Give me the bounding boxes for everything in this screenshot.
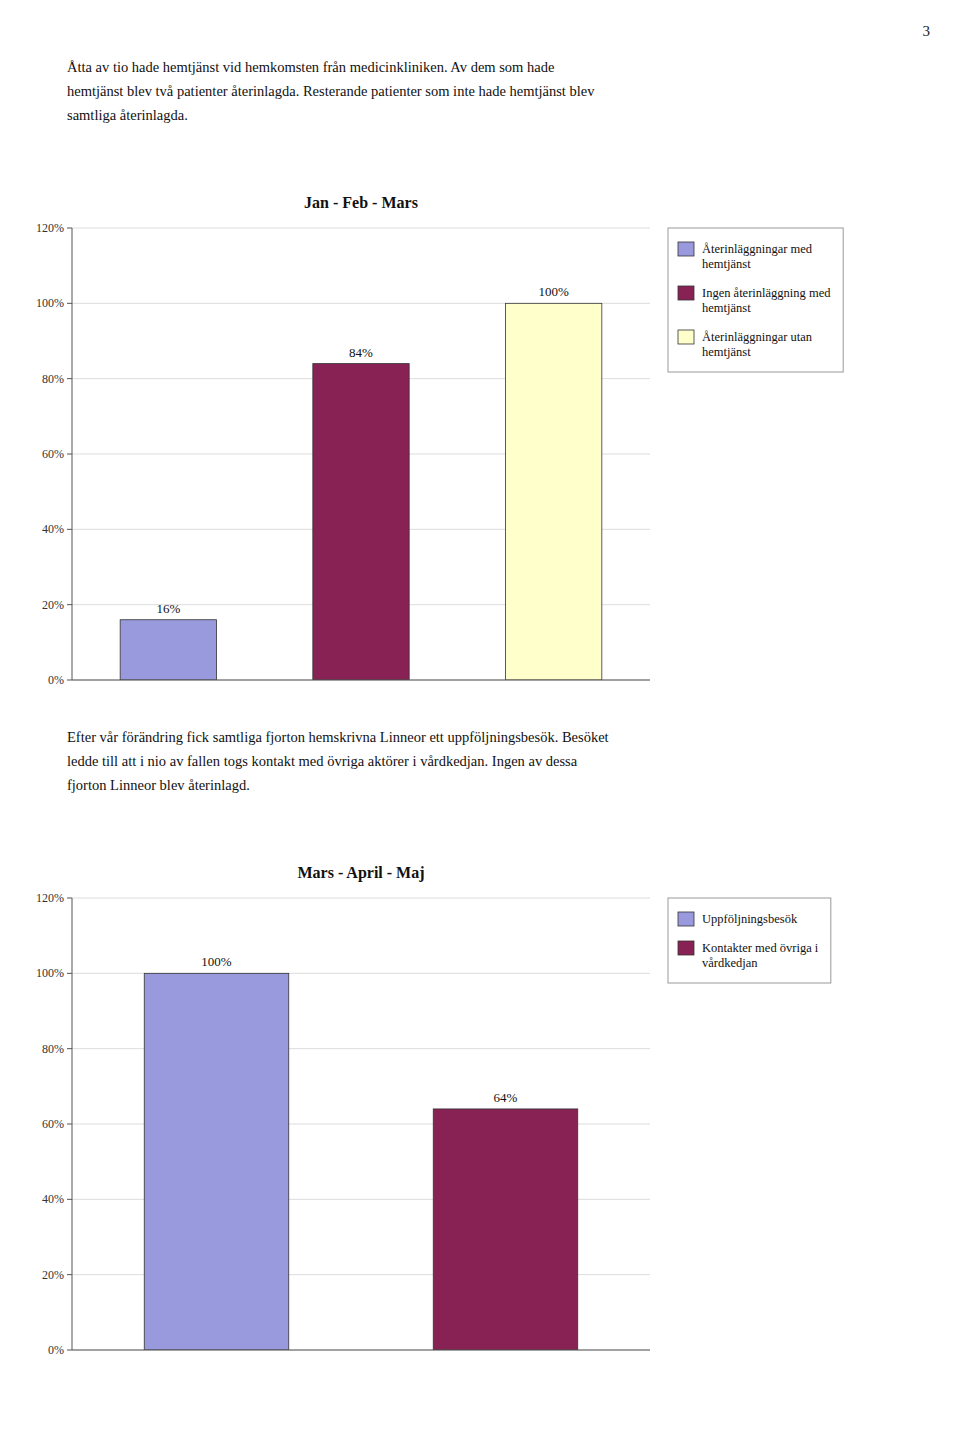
y-tick-label: 60%: [42, 447, 64, 461]
page: 3 Åtta av tio hade hemtjänst vid hemkomst…: [0, 0, 960, 1436]
legend-frame: [668, 898, 831, 983]
y-tick-label: 60%: [42, 1117, 64, 1131]
y-tick: [67, 1048, 72, 1049]
y-tick-label: 0%: [48, 1343, 64, 1357]
y-tick: [67, 454, 72, 455]
y-tick: [67, 1124, 72, 1125]
data-label: 100%: [538, 284, 569, 299]
legend-frame: [668, 228, 843, 372]
y-tick: [67, 1199, 72, 1200]
y-tick-label: 100%: [36, 296, 64, 310]
x-axis-line: [72, 1350, 650, 1351]
paragraph: Åtta av tio hade hemtjänst vid hemkomste…: [67, 59, 595, 123]
y-tick-label: 20%: [42, 598, 64, 612]
legend-swatch: [678, 330, 694, 344]
legend-swatch: [678, 912, 694, 926]
data-label: 16%: [156, 601, 180, 616]
legend: Uppföljningsbesök Kontakter med övriga iv…: [668, 898, 831, 983]
data-label: 64%: [494, 1090, 518, 1105]
bar: [120, 620, 216, 680]
bar: [313, 364, 409, 680]
page-number: 3: [923, 23, 931, 39]
legend-entry: Uppföljningsbesök: [702, 912, 798, 926]
y-axis-line: [72, 228, 73, 680]
paragraph: Efter vår förändring fick samtliga fjort…: [67, 729, 609, 793]
bar: [433, 1109, 578, 1350]
legend-entry: Kontakter med övriga ivårdkedjan: [702, 941, 819, 970]
bar: [144, 973, 289, 1350]
y-tick-label: 120%: [36, 221, 64, 235]
y-tick-label: 80%: [42, 372, 64, 386]
chart-title: Jan - Feb - Mars: [304, 194, 418, 211]
chart: Jan - Feb - Mars 0% 20% 40% 60% 80% 100% 120% 16…: [36, 194, 843, 687]
y-tick: [67, 303, 72, 304]
grid-line: [72, 898, 650, 899]
grid-line: [72, 228, 650, 229]
y-tick-label: 20%: [42, 1268, 64, 1282]
grid-line: [72, 680, 650, 681]
x-axis-line: [72, 680, 650, 681]
grid-line: [72, 1350, 650, 1351]
bars: [144, 973, 578, 1350]
y-tick-label: 40%: [42, 1192, 64, 1206]
y-tick-label: 40%: [42, 522, 64, 536]
y-tick: [67, 680, 72, 681]
legend-entry: Ingen återinläggning medhemtjänst: [702, 286, 831, 315]
page-background: [0, 0, 960, 1436]
legend-entry: Återinläggningar medhemtjänst: [702, 242, 813, 271]
y-tick-label: 80%: [42, 1042, 64, 1056]
y-axis-line: [72, 898, 73, 1350]
legend: Återinläggningar medhemtjänst Ingen återi…: [668, 228, 843, 372]
y-tick: [67, 1350, 72, 1351]
y-tick: [67, 529, 72, 530]
y-tick-label: 120%: [36, 891, 64, 905]
y-tick: [67, 228, 72, 229]
legend-swatch: [678, 242, 694, 256]
bars: [120, 303, 602, 680]
legend-swatch: [678, 941, 694, 955]
data-label: 84%: [349, 345, 373, 360]
y-tick: [67, 378, 72, 379]
y-tick-label: 100%: [36, 966, 64, 980]
y-tick: [67, 973, 72, 974]
chart-title: Mars - April - Maj: [297, 864, 424, 882]
chart: Mars - April - Maj 0% 20% 40% 60% 80% 100% 120%…: [36, 864, 831, 1357]
y-tick: [67, 1274, 72, 1275]
legend-entry: Återinläggningar utanhemtjänst: [702, 330, 813, 359]
y-tick-label: 0%: [48, 673, 64, 687]
data-label: 100%: [201, 954, 232, 969]
y-tick: [67, 604, 72, 605]
y-tick: [67, 898, 72, 899]
legend-swatch: [678, 286, 694, 300]
bar: [506, 303, 602, 680]
